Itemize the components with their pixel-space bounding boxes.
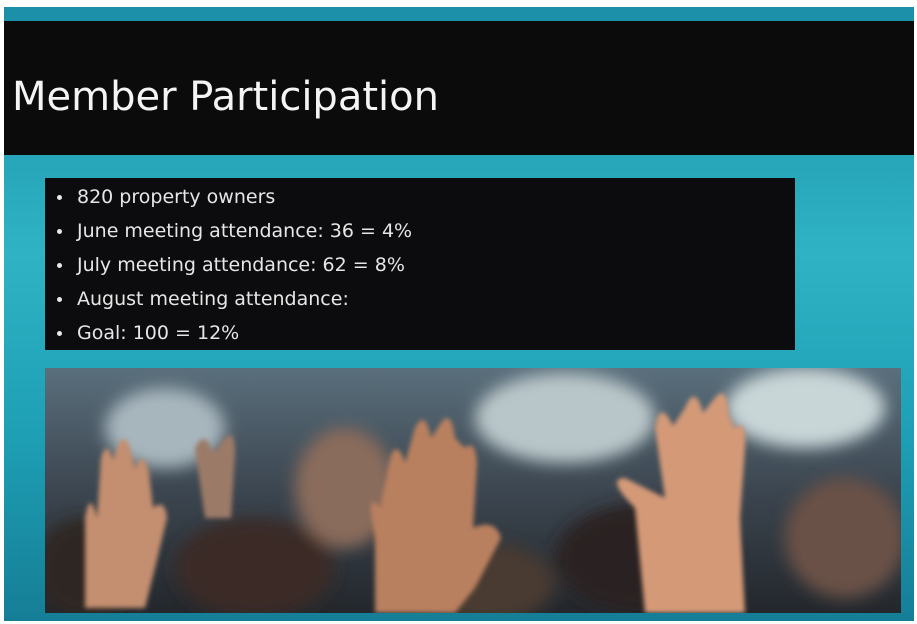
bullet-dot (57, 297, 62, 302)
bullet-item: August meeting attendance: (45, 284, 785, 314)
bullet-dot (57, 331, 62, 336)
slide: Member Participation 820 property owners… (4, 7, 914, 621)
bullet-item: 820 property owners (45, 182, 785, 212)
bullet-text: June meeting attendance: 36 = 4% (77, 216, 412, 246)
slide-title: Member Participation (12, 73, 439, 121)
bullet-item: July meeting attendance: 62 = 8% (45, 250, 785, 280)
bullet-text: August meeting attendance: (77, 284, 349, 314)
page: {"title": "Member Participation", "bulle… (0, 0, 917, 624)
bullet-text: 820 property owners (77, 182, 275, 212)
bullet-dot (57, 229, 62, 234)
bullet-text: Goal: 100 = 12% (77, 318, 239, 348)
bullet-item: Goal: 100 = 12% (45, 318, 785, 348)
bullet-text: July meeting attendance: 62 = 8% (77, 250, 405, 280)
bullet-dot (57, 263, 62, 268)
bullet-item: June meeting attendance: 36 = 4% (45, 216, 785, 246)
bullet-dot (57, 195, 62, 200)
raised-hands-photo (45, 368, 901, 613)
bullet-box: 820 property owners June meeting attendan… (45, 178, 795, 350)
title-band: Member Participation (4, 21, 914, 155)
